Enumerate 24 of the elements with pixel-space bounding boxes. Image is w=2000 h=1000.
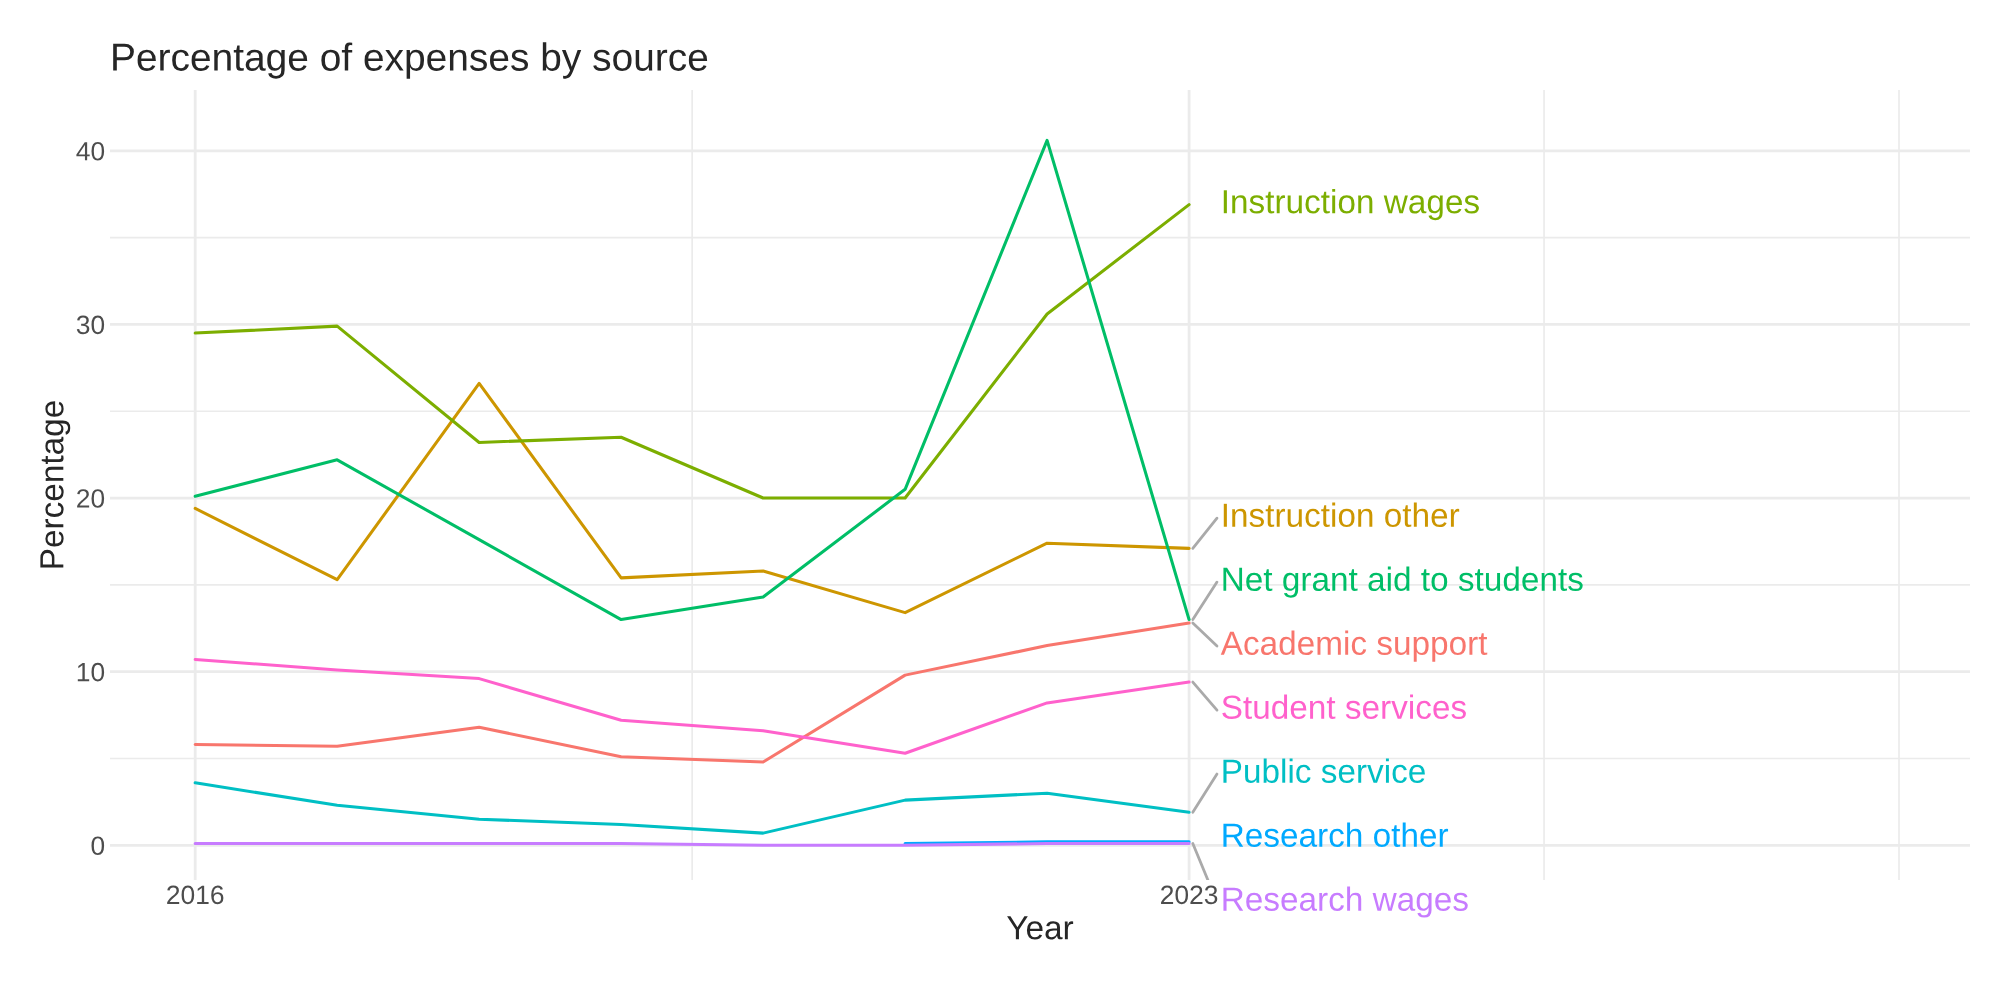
series-label: Public service bbox=[1223, 758, 1425, 784]
x-axis-title: Year bbox=[1007, 916, 1074, 940]
line-series bbox=[193, 781, 1191, 835]
series-label: Research other bbox=[1223, 822, 1449, 848]
y-tick-label: 30 bbox=[76, 315, 105, 335]
series-label: Net grant aid to students bbox=[1223, 566, 1583, 598]
line-series bbox=[193, 621, 1191, 764]
x-tick-label: 2016 bbox=[167, 885, 224, 905]
y-tick-label: 10 bbox=[77, 662, 105, 682]
line-series bbox=[193, 381, 1191, 615]
series-label: Research wages bbox=[1223, 886, 1468, 918]
series-label: Student services bbox=[1222, 694, 1466, 720]
y-tick-label: 20 bbox=[77, 489, 105, 508]
line-series bbox=[193, 203, 1191, 500]
series-label: Instruction wages bbox=[1223, 189, 1479, 221]
x-tick-label: 2023 bbox=[1161, 885, 1218, 905]
line-series bbox=[193, 138, 1191, 622]
line-series bbox=[193, 657, 1191, 755]
chart-title: Percentage of expenses by source bbox=[113, 42, 708, 79]
y-axis-title: Percentage bbox=[40, 401, 71, 568]
series-label: Instruction other bbox=[1223, 502, 1460, 528]
y-tick-label: 0 bbox=[91, 836, 105, 856]
y-tick-label: 40 bbox=[76, 141, 105, 161]
series-label: Academic support bbox=[1220, 630, 1488, 662]
